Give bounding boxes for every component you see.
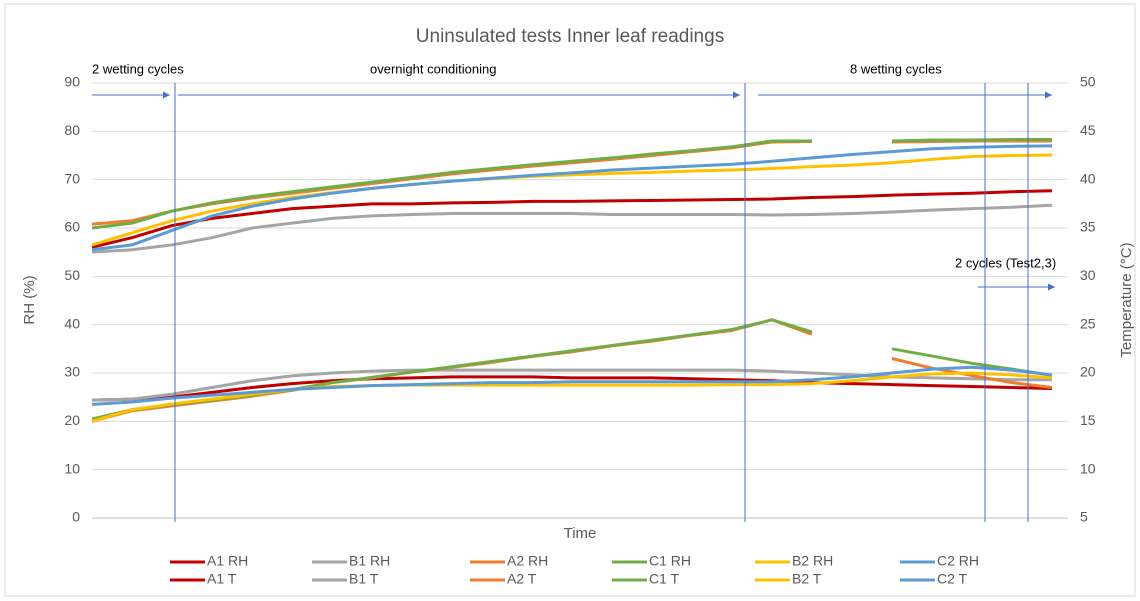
y-tick-label: 40 [64,315,80,331]
y-tick-label: 80 [64,122,80,138]
series-line [91,371,1053,423]
y2-tick-label: 5 [1080,509,1088,525]
y-tick-label: 90 [64,74,80,90]
legend-label: C2 RH [937,553,979,569]
series-line [91,203,1053,254]
series-line [91,365,1053,406]
legend-label: C1 RH [649,553,691,569]
legend-label: C1 T [649,571,680,587]
legend-label: A1 RH [207,553,248,569]
legend-label: B1 RH [349,553,390,569]
legend-label: A2 RH [507,553,548,569]
y2-tick-label: 45 [1080,122,1096,138]
legend-label: A2 T [507,571,537,587]
y2-tick-label: 40 [1080,170,1096,186]
y-tick-label: 70 [64,170,80,186]
y2-tick-label: 50 [1080,74,1096,90]
series-line [91,189,1053,249]
y2-tick-label: 30 [1080,267,1096,283]
chart-border [4,3,1136,597]
y-tick-label: 50 [64,267,80,283]
series-line [91,153,1053,247]
y2-tick-label: 10 [1080,460,1096,476]
chart-title: Uninsulated tests Inner leaf readings [416,26,724,47]
legend-label: B2 RH [792,553,833,569]
y-tick-label: 0 [72,509,80,525]
x-axis-title: Time [564,525,597,542]
legend-label: B1 T [349,571,379,587]
annotation: overnight conditioning [370,61,496,76]
legend-label: A1 T [207,571,237,587]
y-tick-label: 20 [64,412,80,428]
annotation: 2 wetting cycles [92,61,184,76]
y2-tick-label: 25 [1080,315,1096,331]
series-line [91,375,1053,402]
series-line [91,138,1052,230]
series-line [91,144,1053,252]
annotation: 2 cycles (Test2,3) [955,255,1056,270]
y2-tick-label: 15 [1080,412,1096,428]
y-tick-label: 30 [64,364,80,380]
plot [91,82,1068,519]
y-tick-label: 60 [64,219,80,235]
y-axis-title: RH (%) [21,275,38,324]
y2-tick-label: 35 [1080,219,1096,235]
legend-label: C2 T [937,571,968,587]
y-tick-label: 10 [64,460,80,476]
annotation: 8 wetting cycles [850,61,942,76]
legend-label: B2 T [792,571,822,587]
event-lines [92,83,1055,522]
y2-axis-title: Temperature (°C) [1118,242,1135,357]
y2-tick-label: 20 [1080,364,1096,380]
